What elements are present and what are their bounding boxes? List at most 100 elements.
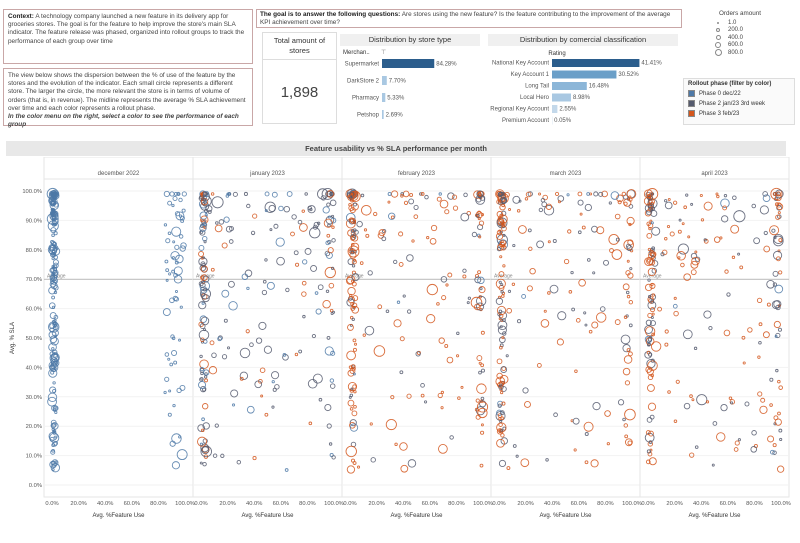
data-point (171, 269, 176, 274)
panel-header-label: december 2022 (98, 171, 140, 177)
rollout-legend-item-phase0[interactable]: Phase 0 dec/22 (688, 89, 790, 98)
data-point (476, 383, 487, 394)
data-point (583, 311, 587, 315)
data-point (51, 329, 59, 337)
data-point (202, 403, 209, 410)
data-point (307, 378, 318, 389)
data-point (331, 238, 336, 243)
data-point (772, 450, 777, 455)
data-point (232, 403, 236, 407)
data-point (349, 421, 356, 429)
data-point (200, 215, 209, 224)
data-point (51, 215, 58, 222)
data-point (419, 192, 423, 196)
data-point (650, 341, 662, 352)
data-point (53, 360, 59, 366)
data-point (326, 335, 331, 340)
data-point (737, 438, 741, 442)
data-point (647, 194, 651, 199)
data-point (496, 428, 504, 435)
data-point (466, 210, 472, 216)
data-point (478, 370, 482, 375)
data-point (347, 194, 354, 201)
data-point (361, 204, 372, 216)
data-point (165, 238, 171, 244)
context-label: Context: (8, 13, 34, 20)
data-point (536, 362, 542, 368)
data-point (324, 403, 332, 412)
y-tick-label: 50.0% (26, 336, 42, 342)
data-point (199, 354, 203, 359)
data-point (346, 465, 356, 474)
data-point (716, 432, 726, 442)
x-tick-label: 100.0% (324, 501, 344, 507)
data-point (624, 408, 636, 421)
data-point (650, 307, 656, 313)
data-point (647, 278, 651, 282)
data-point (778, 238, 783, 243)
view-note-hint: In the color menu on the right, select a… (8, 113, 239, 129)
data-point (349, 423, 359, 432)
data-point (382, 229, 387, 234)
data-point (680, 262, 685, 268)
data-point (208, 366, 218, 375)
data-point (178, 234, 184, 239)
data-point (254, 380, 263, 389)
data-point (400, 192, 404, 196)
data-point (498, 271, 505, 278)
data-point (326, 233, 331, 238)
data-point (388, 212, 396, 220)
data-point (592, 271, 596, 275)
data-point (769, 225, 780, 236)
data-point (628, 300, 634, 305)
data-point (724, 269, 729, 274)
data-point (549, 284, 559, 294)
data-point (179, 215, 185, 221)
rollout-legend-item-phase3[interactable]: Phase 3 feb/23 (688, 109, 790, 118)
data-point (171, 256, 175, 260)
data-point (556, 338, 564, 346)
data-point (217, 336, 222, 342)
data-point (360, 193, 365, 198)
x-tick-label: 20.0% (666, 501, 682, 507)
data-point (415, 351, 421, 357)
data-point (617, 200, 622, 205)
data-point (349, 407, 354, 411)
data-point (726, 292, 731, 297)
data-point (301, 291, 307, 297)
data-point (409, 193, 414, 197)
data-point (301, 280, 307, 286)
data-point (301, 209, 305, 213)
data-point (611, 249, 623, 260)
data-point (198, 244, 205, 251)
data-point (204, 213, 208, 217)
data-point (498, 384, 502, 388)
data-point (506, 307, 512, 314)
store-type-chart[interactable]: Merchan.. ⊤Supermarket 84.28% DarkStore 2 7.… (340, 46, 485, 126)
data-point (693, 346, 698, 351)
data-point (180, 242, 187, 249)
data-point (567, 229, 572, 234)
rollout-legend-item-phase2[interactable]: Phase 2 jan/23 3rd week (688, 99, 790, 108)
bar-value-label: 30.52% (618, 72, 639, 78)
data-point (524, 197, 529, 201)
data-point (708, 326, 713, 331)
data-point (207, 209, 212, 214)
data-point (751, 430, 757, 436)
commercial-class-chart[interactable]: Rating National Key Account 41.41% Key Acco… (485, 46, 682, 126)
bar-value-label: 7.70% (389, 79, 407, 85)
data-point (608, 201, 612, 205)
bar-category-label: Premium Account (502, 118, 549, 124)
data-point (400, 194, 404, 198)
data-point (167, 200, 173, 206)
data-point (353, 404, 357, 409)
scatter-chart[interactable]: Month/year0.0%10.0%20.0%30.0%40.0%50.0%6… (0, 157, 800, 543)
data-point (350, 233, 357, 241)
data-point (420, 383, 425, 388)
data-point (198, 281, 204, 287)
x-tick-label: 20.0% (368, 501, 384, 507)
data-point (769, 377, 774, 382)
data-point (369, 422, 373, 426)
data-point (329, 383, 336, 389)
data-point (711, 463, 715, 467)
